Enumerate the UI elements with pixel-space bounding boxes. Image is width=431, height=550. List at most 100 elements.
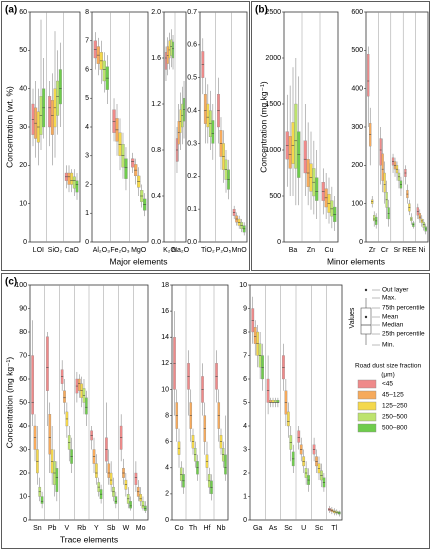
y-tick-label: 4 <box>243 423 247 430</box>
key-item: Out layer <box>382 287 409 294</box>
y-tick-label: 80 <box>19 329 27 336</box>
box <box>288 136 292 169</box>
y-tick-label: 3 <box>85 153 89 160</box>
x-tick-label: Nb <box>217 525 226 532</box>
key-outlier <box>364 288 368 292</box>
x-tick-label: Sb <box>107 525 116 532</box>
x-tick-label: Zr <box>369 247 376 254</box>
y-axis-title: Concentration (mg kg⁻¹) <box>258 81 268 173</box>
x-tick-label: Mo <box>136 525 146 532</box>
y-tick-label: 0.4 <box>187 107 197 114</box>
y-tick-label: 50 <box>19 47 27 54</box>
key-item: 25th percentile <box>382 331 425 338</box>
plot-frame <box>199 11 248 243</box>
box <box>109 472 113 485</box>
key-mean <box>364 315 368 319</box>
box <box>294 103 298 169</box>
y-tick-label: 500 <box>269 193 281 200</box>
box <box>271 399 275 403</box>
y-tick-label: 0 <box>243 517 247 524</box>
x-tick-label: Al₂O₃ <box>93 247 110 254</box>
x-tick-label: Th <box>189 525 197 532</box>
y-tick-label: 0.5 <box>187 75 197 82</box>
box <box>286 411 290 427</box>
panel-c-frame <box>1 273 430 549</box>
y-tick-label: 2.0 <box>151 9 161 16</box>
box <box>139 493 142 502</box>
y-tick-label: 500 <box>351 47 363 54</box>
y-tick-label: 0.2 <box>187 173 197 180</box>
legend-label: 250–500 <box>382 414 408 421</box>
y-tick-label: 18 <box>161 282 169 289</box>
x-tick-label: MgO <box>131 247 147 254</box>
box <box>72 176 76 189</box>
y-tick-label: 60 <box>19 9 27 16</box>
box <box>206 103 210 128</box>
x-tick-label: TiO₂ <box>201 247 215 254</box>
y-tick-label: 1500 <box>265 101 281 108</box>
y-tick-label: 7 <box>85 38 89 45</box>
box <box>55 468 59 492</box>
y-tick-label: 6 <box>165 439 169 446</box>
box <box>63 390 66 403</box>
y-tick-label: 0 <box>359 239 363 246</box>
y-tick-label: 0.7 <box>187 9 197 16</box>
x-tick-label: Fe₂O₃ <box>110 247 129 254</box>
box <box>129 501 132 509</box>
box <box>102 60 106 82</box>
y-tick-label: 200 <box>351 162 363 169</box>
y-tick-label: 6 <box>85 66 89 73</box>
box <box>170 39 173 56</box>
box <box>171 41 175 59</box>
y-tick-label: 6 <box>243 376 247 383</box>
y-tick-label: 4 <box>165 465 169 472</box>
box <box>373 215 376 222</box>
x-tick-label: Rb <box>77 525 86 532</box>
box <box>48 414 52 455</box>
box <box>274 399 277 403</box>
box <box>383 172 386 193</box>
y-tick-label: 16 <box>161 308 169 315</box>
y-tick-label: 30 <box>19 446 27 453</box>
y-tick-label: 100 <box>15 282 27 289</box>
key-box <box>360 307 372 335</box>
y-tick-label: 30 <box>19 124 27 131</box>
y-tick-label: 7 <box>243 352 247 359</box>
legend-swatch <box>357 379 377 389</box>
y-tick-label: 8 <box>165 412 169 419</box>
x-tick-label: U <box>301 525 306 532</box>
box <box>134 472 138 485</box>
x-tick-label: K₂O <box>163 247 176 254</box>
box <box>114 496 118 504</box>
x-tick-label: W <box>123 525 130 532</box>
y-tick-label: 8 <box>243 329 247 336</box>
y-tick-label: 4 <box>85 124 89 131</box>
x-tick-label: Sn <box>33 525 42 532</box>
x-tick-label: Na₂O <box>172 247 190 254</box>
y-tick-label: 8 <box>85 9 89 16</box>
box <box>381 153 384 181</box>
box <box>141 501 145 509</box>
box <box>58 69 62 105</box>
x-tick-label: Co <box>175 525 184 532</box>
panel-label: (b) <box>255 5 268 16</box>
y-tick-label: 12 <box>161 360 169 367</box>
box <box>224 454 227 475</box>
y-tick-label: 0.1 <box>187 206 197 213</box>
x-tick-label: Ni <box>418 247 425 254</box>
legend-swatch <box>357 423 377 433</box>
y-tick-label: 1 <box>85 210 89 217</box>
legend-swatch <box>357 401 377 411</box>
x-tick-label: Sc <box>315 525 324 532</box>
box <box>77 378 81 391</box>
x-tick-label: SiO₂ <box>48 247 63 254</box>
panel-a-frame <box>1 1 250 271</box>
panel-label: (c) <box>5 277 17 288</box>
x-tick-label: Cr <box>381 247 389 254</box>
x-tick-label: MnO <box>232 247 248 254</box>
box <box>203 93 207 124</box>
y-tick-label: 2000 <box>265 55 281 62</box>
key-item: Median <box>382 322 404 329</box>
x-tick-label: Ga <box>253 525 262 532</box>
box <box>297 430 301 443</box>
